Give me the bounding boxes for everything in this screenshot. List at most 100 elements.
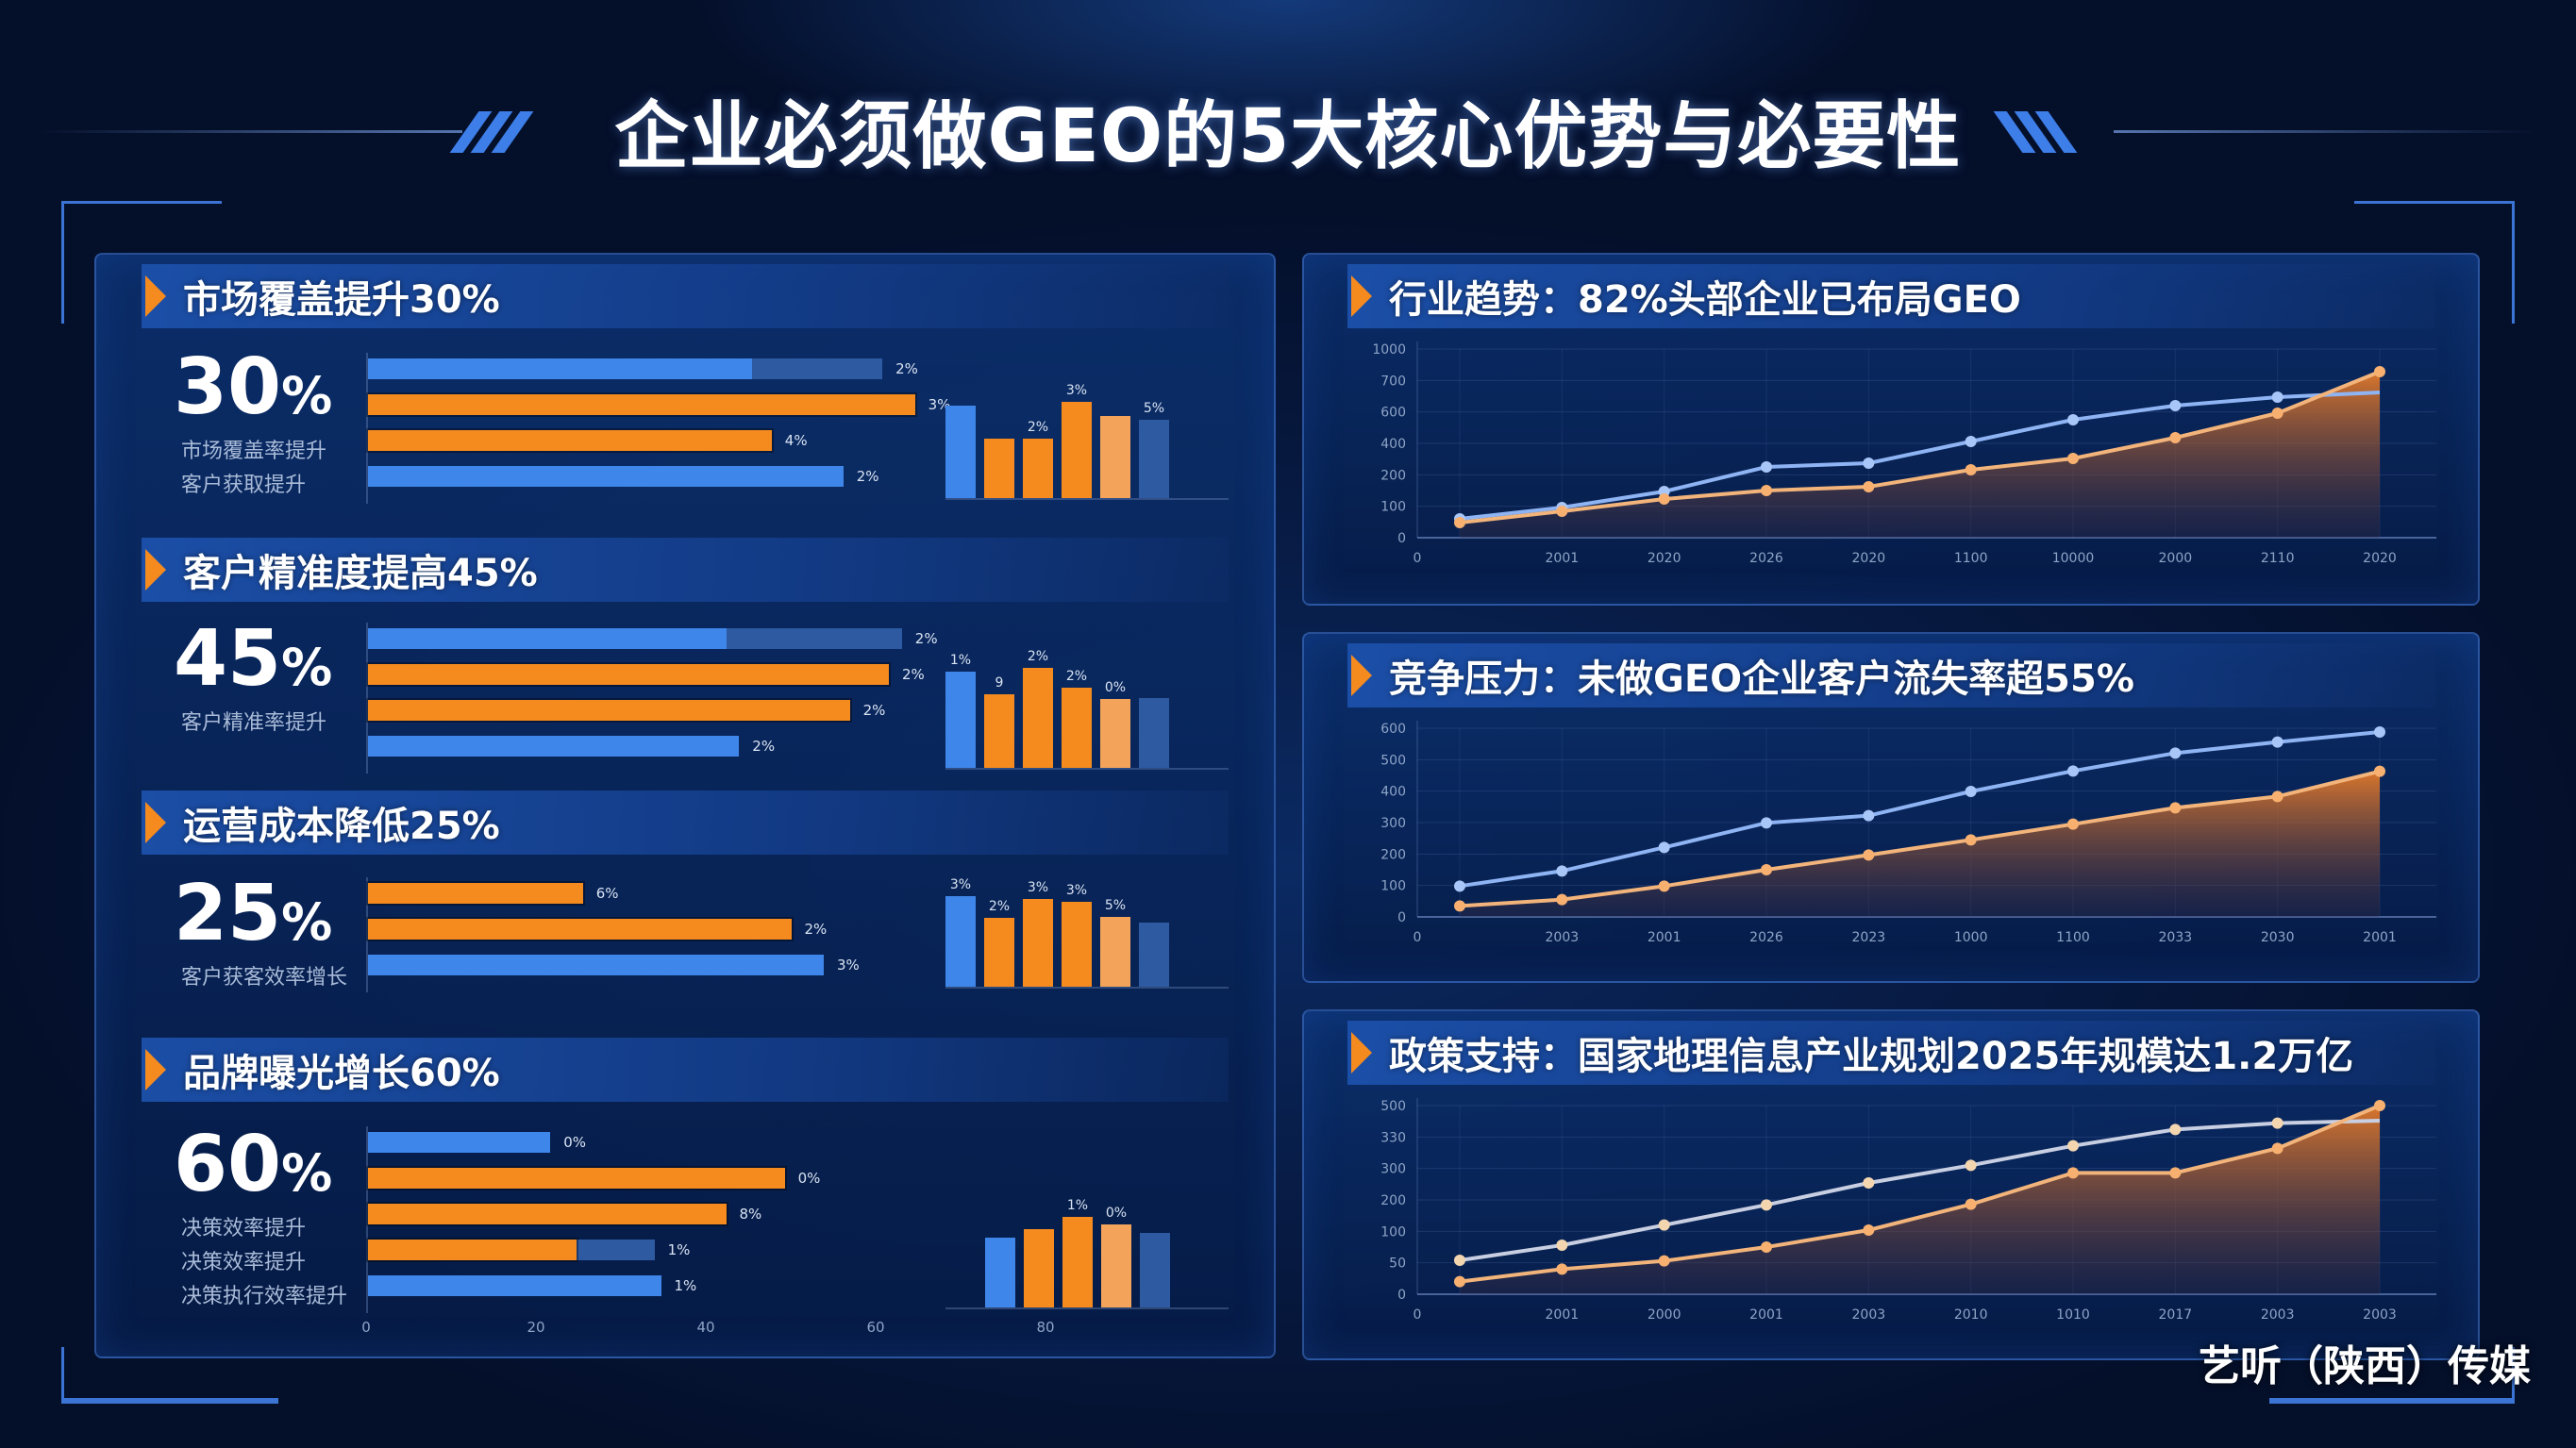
data-point bbox=[2067, 765, 2079, 777]
policy-support-title: 政策支持：国家地理信息产业规划2025年规模达1.2万亿 bbox=[1389, 1035, 2354, 1078]
column-bar bbox=[1100, 698, 1130, 768]
column-value-label: 3% bbox=[949, 877, 972, 892]
column-bar bbox=[1024, 1229, 1054, 1307]
bar-row: 1% bbox=[368, 1275, 1019, 1296]
headline-metric: 30% bbox=[174, 349, 332, 426]
slash-decoration-right-icon bbox=[1993, 111, 2112, 153]
column-bar bbox=[945, 406, 976, 498]
bar-fill bbox=[368, 1240, 577, 1260]
data-point bbox=[1863, 458, 1875, 469]
svg-text:1010: 1010 bbox=[2056, 1307, 2090, 1323]
data-point bbox=[2169, 747, 2182, 759]
vertical-bar-chart: 2% 3% 5% bbox=[945, 383, 1229, 500]
data-point bbox=[2271, 791, 2283, 803]
data-point bbox=[2067, 453, 2079, 464]
svg-text:700: 700 bbox=[1380, 374, 1406, 389]
bar-row: 2% bbox=[368, 736, 1019, 757]
bar-value-label: 2% bbox=[895, 360, 918, 377]
bar-row: 2% bbox=[368, 466, 1019, 487]
data-point bbox=[1658, 841, 1670, 854]
page-title: 企业必须做GEO的5大核心优势与必要性 bbox=[614, 94, 1962, 179]
svg-text:2001: 2001 bbox=[2363, 930, 2397, 945]
column-bar bbox=[1139, 922, 1169, 987]
bar-fill bbox=[368, 1275, 661, 1296]
bar-value-label: 2% bbox=[752, 738, 776, 755]
bar-value-label: 0% bbox=[797, 1170, 821, 1187]
x-tick-label: 80 bbox=[1036, 1319, 1055, 1336]
bar-fill bbox=[368, 664, 889, 685]
svg-text:1000: 1000 bbox=[1372, 342, 1406, 358]
svg-text:330: 330 bbox=[1380, 1130, 1406, 1145]
headline-unit: % bbox=[281, 638, 333, 697]
svg-text:2001: 2001 bbox=[1749, 1307, 1783, 1323]
svg-text:0: 0 bbox=[1397, 1288, 1406, 1303]
bar-row: 6% bbox=[368, 883, 1019, 904]
policy-support-panel: 0 50 100 200 300 330 500 0 2001 2000 2001 2003 2010 1… bbox=[1302, 1009, 2480, 1360]
bar-value-label: 6% bbox=[595, 885, 619, 902]
data-point bbox=[2067, 1140, 2079, 1152]
data-point bbox=[2067, 1167, 2079, 1179]
section-heading: 品牌曝光增长60% bbox=[142, 1038, 1229, 1102]
bar-fill bbox=[368, 430, 772, 451]
bar-row: 2% bbox=[368, 700, 1019, 721]
column-bar bbox=[945, 896, 976, 987]
headline-value: 60 bbox=[174, 1120, 282, 1209]
column-bar bbox=[1101, 1223, 1131, 1307]
bar-value-label: 1% bbox=[674, 1277, 697, 1294]
data-point bbox=[1863, 1224, 1875, 1236]
data-point bbox=[2067, 818, 2079, 830]
header-divider-left bbox=[38, 130, 462, 133]
metric-sub-label: 决策效率提升 bbox=[181, 1217, 307, 1240]
data-point bbox=[2067, 414, 2079, 425]
data-point bbox=[2169, 432, 2182, 443]
section-title: 市场覆盖提升30% bbox=[183, 278, 500, 322]
data-point bbox=[2169, 1123, 2182, 1136]
column-value-label: 0% bbox=[1104, 679, 1127, 695]
x-tick-label: 20 bbox=[527, 1319, 545, 1336]
triangle-bullet-icon bbox=[145, 802, 166, 843]
column-bar bbox=[1100, 917, 1130, 987]
section-heading: 市场覆盖提升30% bbox=[142, 264, 1229, 328]
data-point bbox=[2374, 765, 2385, 777]
vertical-bar-chart: 1% 0% bbox=[945, 1198, 1229, 1309]
svg-text:200: 200 bbox=[1380, 1193, 1406, 1208]
column-value-label: 5% bbox=[1143, 401, 1165, 417]
data-point bbox=[1761, 461, 1772, 473]
headline-value: 30 bbox=[174, 342, 282, 432]
svg-text:2033: 2033 bbox=[2159, 930, 2193, 945]
data-point bbox=[1761, 864, 1772, 875]
svg-text:0: 0 bbox=[1413, 1307, 1422, 1323]
svg-text:100: 100 bbox=[1380, 1224, 1406, 1240]
svg-text:2001: 2001 bbox=[1546, 551, 1580, 566]
column-value-label: 9 bbox=[995, 674, 1004, 691]
triangle-bullet-icon bbox=[145, 275, 166, 317]
metric-sub-label: 决策执行效率提升 bbox=[181, 1285, 348, 1308]
section-heading: 运营成本降低25% bbox=[142, 791, 1229, 855]
data-point bbox=[1863, 809, 1875, 822]
bar-value-label: 2% bbox=[856, 468, 879, 485]
industry-trend-heading: 行业趋势：82%头部企业已布局GEO bbox=[1347, 264, 2434, 328]
bar-fill bbox=[368, 955, 824, 975]
bar-row: 2% bbox=[368, 358, 1019, 379]
data-point bbox=[2374, 726, 2385, 738]
metric-sub-label: 决策效率提升 bbox=[181, 1251, 307, 1274]
svg-text:2030: 2030 bbox=[2261, 930, 2295, 945]
svg-text:1100: 1100 bbox=[2056, 930, 2090, 945]
column-value-label: 1% bbox=[949, 653, 972, 669]
horizontal-bar-chart: 2% 2% 2% 2% bbox=[366, 623, 1017, 774]
data-point bbox=[1556, 506, 1568, 517]
industry-trend-title: 行业趋势：82%头部企业已布局GEO bbox=[1389, 278, 2021, 322]
data-point bbox=[1761, 817, 1772, 829]
data-point bbox=[1556, 1240, 1568, 1251]
advantages-panel: 市场覆盖提升30% 30% 市场覆盖率提升 客户获取提升 2% 3% 4% 2% 2% 3% 5% 客… bbox=[94, 253, 1276, 1358]
column-bar bbox=[984, 439, 1014, 498]
column-value-label: 3% bbox=[1065, 882, 1088, 898]
competition-pressure-title: 竞争压力：未做GEO企业客户流失率超55% bbox=[1389, 657, 2134, 701]
svg-text:2026: 2026 bbox=[1749, 551, 1783, 566]
x-axis-ticks: 0 20 40 60 80 bbox=[361, 1319, 1215, 1341]
section-title: 客户精准度提高45% bbox=[183, 552, 538, 595]
industry-trend-panel: 0 100 200 400 600 700 1000 0 2001 2020 2026 2020 110… bbox=[1302, 253, 2480, 606]
column-value-label: 3% bbox=[1027, 879, 1049, 895]
headline-unit: % bbox=[281, 892, 333, 952]
